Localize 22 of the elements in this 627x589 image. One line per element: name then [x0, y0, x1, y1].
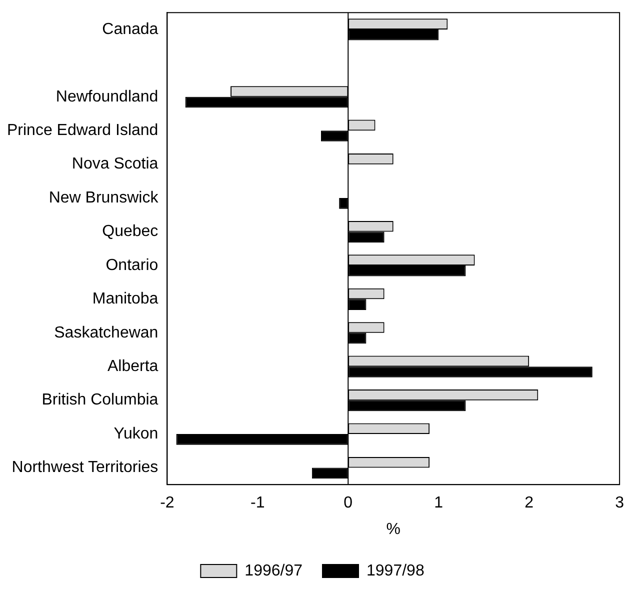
y-tick-label: Ontario — [106, 256, 158, 274]
x-tick-label: 3 — [615, 494, 624, 512]
x-axis-title: % — [386, 520, 400, 538]
y-tick-label: Newfoundland — [56, 88, 158, 106]
y-tick-label: Quebec — [102, 223, 158, 240]
x-tick-label: 1 — [434, 494, 444, 512]
x-tick-label: -1 — [250, 494, 265, 512]
y-tick-label: New Brunswick — [48, 189, 160, 206]
y-tick-label: Yukon — [114, 425, 158, 442]
y-tick-label: Saskatchewan — [54, 324, 158, 342]
legend-label: 1996/97 — [244, 562, 303, 580]
x-tick-label: 2 — [524, 494, 534, 512]
y-tick-label: Northwest Territories — [12, 459, 158, 476]
x-tick-label: 0 — [344, 494, 353, 512]
legend-label: 1997/98 — [366, 562, 424, 580]
y-tick-label: Nova Scotia — [72, 156, 158, 173]
y-tick-label: British Columbia — [42, 392, 158, 409]
y-tick-label: Manitoba — [92, 290, 158, 308]
x-tick-label: -2 — [160, 494, 174, 512]
y-tick-label: Canada — [102, 20, 158, 38]
y-tick-label: Prince Edward Island — [7, 122, 158, 140]
y-tick-label: Alberta — [107, 358, 158, 376]
